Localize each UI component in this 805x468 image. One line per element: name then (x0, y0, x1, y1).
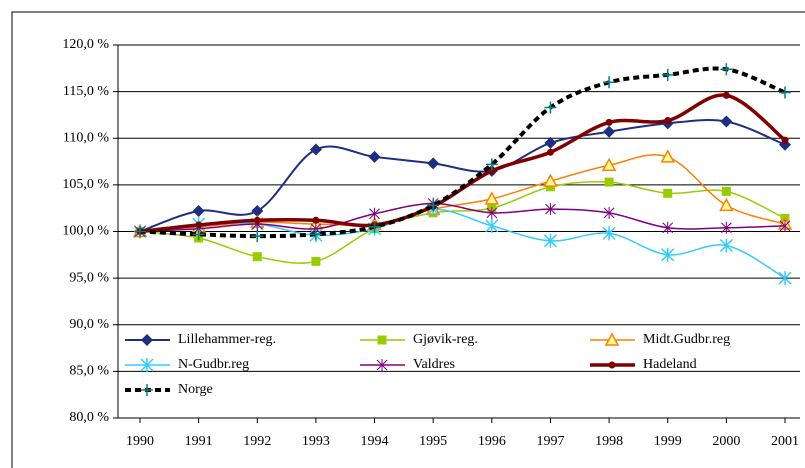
x-tick-label: 1991 (185, 434, 213, 449)
marker (663, 188, 673, 198)
y-tick-label: 105,0 % (62, 177, 109, 192)
legend-label: Lillehammer-reg. (178, 332, 276, 347)
marker (141, 334, 153, 346)
marker (486, 206, 498, 219)
marker (251, 230, 264, 243)
marker (604, 177, 614, 187)
marker (603, 125, 616, 138)
marker (485, 218, 499, 233)
legend-label: Valdres (413, 357, 455, 372)
marker (660, 149, 675, 163)
marker (720, 63, 733, 76)
y-tick-label: 110,0 % (63, 130, 109, 145)
marker (779, 219, 791, 232)
marker (719, 238, 733, 253)
marker (721, 221, 732, 234)
x-tick-label: 1993 (302, 434, 330, 449)
x-tick-label: 1995 (419, 434, 447, 449)
marker (543, 173, 558, 187)
y-tick-label: 120,0 % (62, 37, 109, 52)
marker (309, 228, 322, 241)
marker (195, 221, 203, 229)
marker (546, 148, 554, 156)
marker (779, 86, 791, 99)
marker (543, 233, 557, 248)
marker (312, 216, 320, 224)
marker (605, 118, 613, 126)
marker (377, 335, 387, 345)
marker (601, 157, 617, 172)
marker (368, 150, 381, 163)
marker (251, 204, 264, 217)
x-tick-label: 1998 (595, 434, 623, 449)
x-tick-label: 2001 (771, 434, 799, 449)
marker (252, 252, 262, 262)
marker (427, 157, 440, 170)
y-tick-label: 100,0 % (62, 224, 109, 239)
y-tick-label: 90,0 % (69, 317, 109, 332)
x-tick-label: 1992 (243, 434, 271, 449)
x-tick-label: 1999 (654, 434, 682, 449)
legend-label: N-Gudbr.reg (178, 357, 249, 372)
legend-label: Norge (178, 382, 213, 397)
marker (134, 225, 146, 238)
marker (369, 207, 380, 220)
marker (368, 220, 381, 233)
marker (778, 271, 792, 286)
marker (141, 384, 153, 396)
marker (662, 221, 674, 234)
marker (720, 115, 733, 128)
marker (140, 358, 154, 372)
marker (376, 359, 388, 371)
marker (485, 158, 498, 171)
marker (722, 91, 730, 99)
chart-frame (11, 11, 805, 468)
marker (721, 186, 731, 196)
marker (603, 206, 615, 219)
marker (309, 143, 322, 156)
marker (603, 76, 616, 89)
marker (488, 167, 496, 175)
marker (253, 216, 261, 224)
marker (545, 203, 556, 216)
marker (604, 332, 620, 346)
x-tick-label: 1997 (536, 434, 564, 449)
marker (427, 199, 440, 212)
marker (602, 226, 616, 241)
marker (311, 256, 321, 266)
y-tick-label: 115,0 % (63, 84, 109, 99)
marker (544, 101, 557, 114)
x-tick-label: 1996 (478, 434, 506, 449)
marker (544, 136, 557, 149)
y-tick-label: 95,0 % (69, 270, 109, 285)
legend-label: Midt.Gudbr.reg (643, 332, 730, 347)
marker (484, 191, 500, 205)
marker (192, 228, 205, 241)
legend-label: Hadeland (643, 357, 697, 372)
marker (719, 197, 734, 212)
y-tick-label: 85,0 % (69, 364, 109, 379)
y-tick-label: 80,0 % (69, 410, 109, 425)
series-line (139, 202, 786, 233)
marker (781, 136, 789, 144)
x-tick-label: 1990 (126, 434, 154, 449)
marker (661, 247, 675, 262)
x-tick-label: 2000 (712, 434, 740, 449)
marker (664, 117, 672, 125)
marker (661, 68, 674, 81)
marker (192, 204, 205, 217)
marker (608, 361, 616, 369)
legend-label: Gjøvik-reg. (413, 332, 478, 347)
x-tick-label: 1994 (361, 434, 389, 449)
